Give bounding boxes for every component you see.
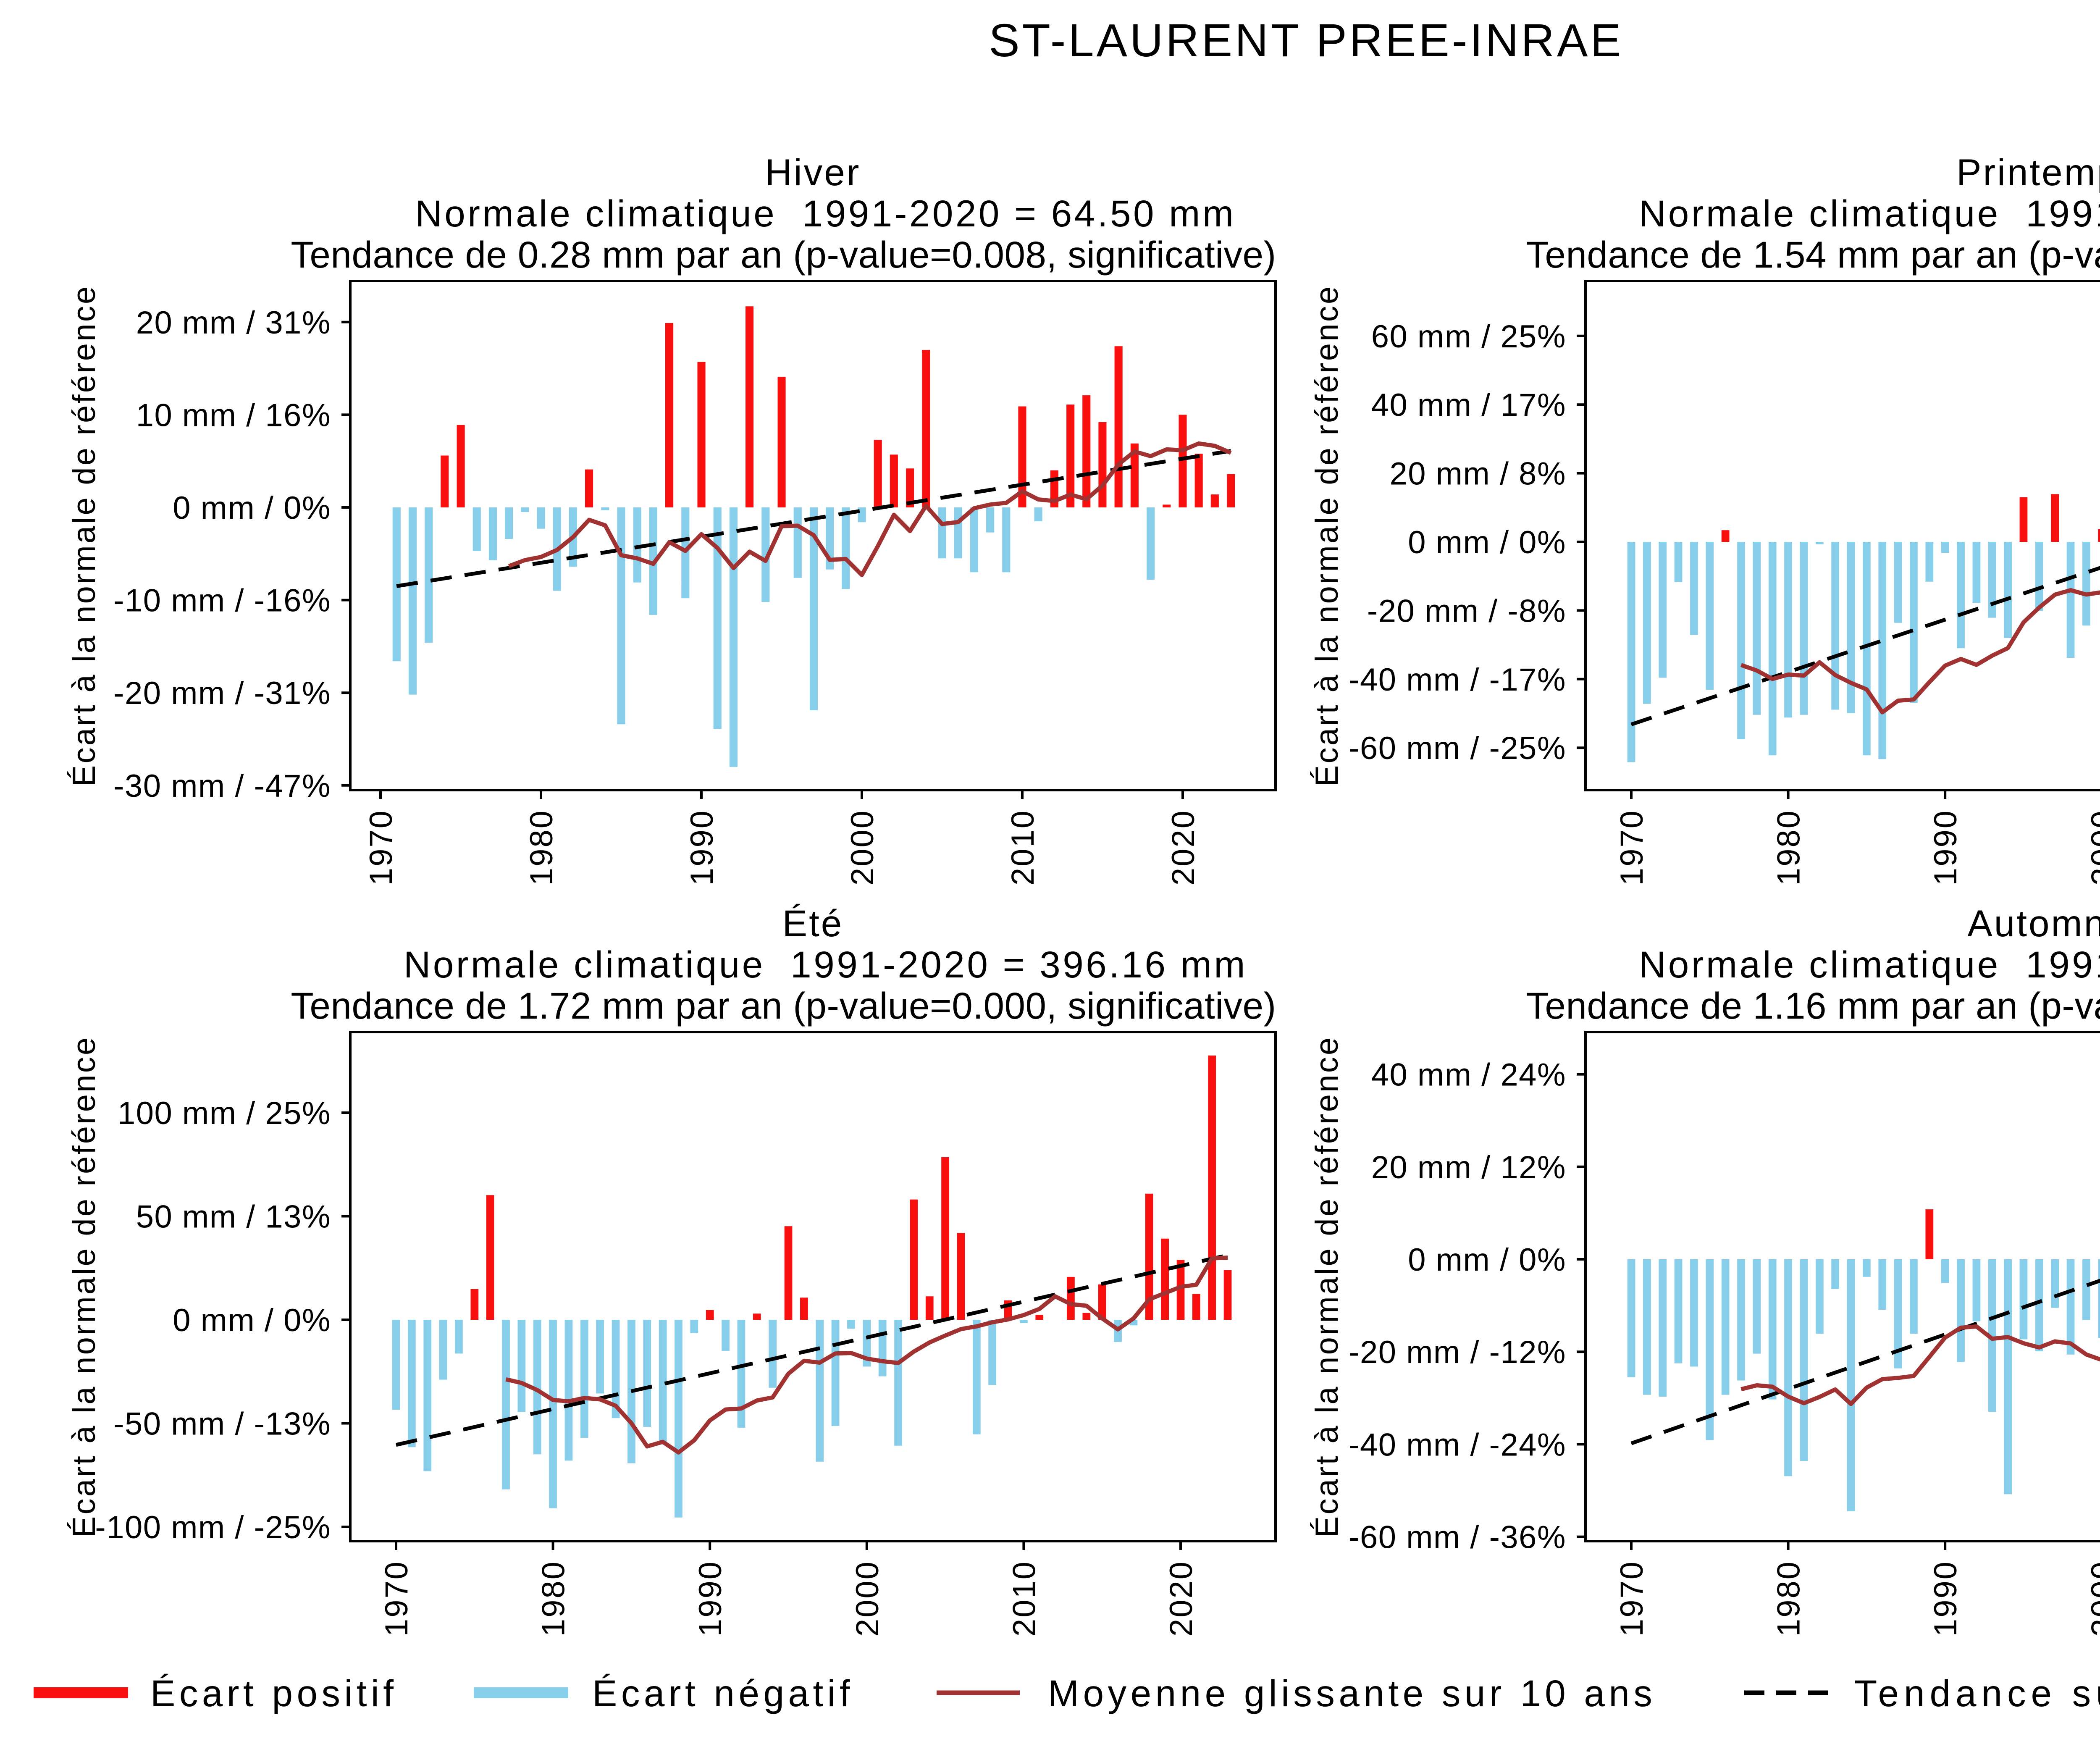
svg-text:Tendance sur toutes les donnée: Tendance sur toutes les données — [1854, 1672, 2100, 1714]
svg-text:-40 mm / -17%: -40 mm / -17% — [1349, 662, 1566, 698]
svg-text:1990: 1990 — [1928, 809, 1964, 885]
svg-text:1980: 1980 — [1771, 1560, 1807, 1636]
svg-text:0 mm / 0%: 0 mm / 0% — [173, 1303, 331, 1338]
svg-text:2010: 2010 — [1006, 1560, 1042, 1636]
svg-text:2020: 2020 — [1166, 809, 1201, 885]
svg-text:1970: 1970 — [363, 809, 399, 885]
svg-text:Écart à la normale de référenc: Écart à la normale de référence — [66, 285, 102, 787]
svg-text:-60 mm / -36%: -60 mm / -36% — [1349, 1520, 1566, 1555]
svg-text:Écart négatif: Écart négatif — [592, 1672, 854, 1714]
svg-text:1990: 1990 — [693, 1560, 728, 1636]
svg-text:0 mm / 0%: 0 mm / 0% — [173, 490, 331, 526]
svg-text:Moyenne glissante sur 10 ans: Moyenne glissante sur 10 ans — [1048, 1672, 1656, 1714]
svg-text:1970: 1970 — [379, 1560, 415, 1636]
svg-text:50 mm / 13%: 50 mm / 13% — [136, 1199, 331, 1235]
svg-text:Normale climatique 1991-2020: Normale climatique 1991-2020 = 241.27 mm — [1639, 192, 2100, 234]
svg-text:Hiver: Hiver — [765, 151, 861, 193]
svg-text:40 mm / 17%: 40 mm / 17% — [1371, 387, 1566, 423]
svg-text:-10 mm / -16%: -10 mm / -16% — [113, 583, 331, 619]
svg-text:100 mm / 25%: 100 mm / 25% — [118, 1095, 331, 1131]
svg-text:-20 mm / -8%: -20 mm / -8% — [1367, 593, 1566, 629]
svg-text:Écart positif: Écart positif — [150, 1672, 397, 1714]
svg-text:-50 mm / -13%: -50 mm / -13% — [113, 1406, 331, 1442]
svg-text:Printemps: Printemps — [1956, 151, 2100, 193]
svg-text:2000: 2000 — [2085, 1560, 2100, 1636]
svg-text:Écart à la normale de référenc: Écart à la normale de référence — [1309, 285, 1345, 787]
svg-text:2010: 2010 — [1005, 809, 1041, 885]
svg-text:2000: 2000 — [2085, 809, 2100, 885]
svg-text:Tendance de 1.72 mm par an (p-: Tendance de 1.72 mm par an (p-value=0.00… — [291, 985, 1276, 1027]
svg-text:1980: 1980 — [524, 809, 559, 885]
svg-text:1970: 1970 — [1614, 1560, 1650, 1636]
svg-text:0 mm / 0%: 0 mm / 0% — [1408, 525, 1566, 560]
svg-text:Automne: Automne — [1967, 902, 2100, 944]
svg-text:20 mm / 31%: 20 mm / 31% — [136, 305, 331, 341]
svg-text:1990: 1990 — [684, 809, 720, 885]
svg-text:-100 mm / -25%: -100 mm / -25% — [95, 1510, 331, 1545]
svg-text:1990: 1990 — [1928, 1560, 1964, 1636]
svg-text:Tendance de 0.28 mm par an (p-: Tendance de 0.28 mm par an (p-value=0.00… — [291, 234, 1276, 276]
svg-text:1980: 1980 — [1771, 809, 1807, 885]
svg-text:-30 mm / -47%: -30 mm / -47% — [113, 768, 331, 804]
svg-text:10 mm / 16%: 10 mm / 16% — [136, 397, 331, 433]
svg-text:Tendance de 1.54 mm par an (p-: Tendance de 1.54 mm par an (p-value=0.00… — [1526, 234, 2100, 276]
svg-text:40 mm / 24%: 40 mm / 24% — [1371, 1057, 1566, 1093]
svg-text:-20 mm / -12%: -20 mm / -12% — [1349, 1334, 1566, 1370]
svg-text:1980: 1980 — [536, 1560, 572, 1636]
svg-text:2020: 2020 — [1163, 1560, 1199, 1636]
svg-text:Écart à la normale de référenc: Écart à la normale de référence — [1309, 1036, 1345, 1538]
svg-text:-60 mm / -25%: -60 mm / -25% — [1349, 730, 1566, 766]
svg-text:Normale climatique 1991-2020: Normale climatique 1991-2020 = 64.50 mm — [415, 192, 1236, 234]
svg-text:2000: 2000 — [850, 1560, 885, 1636]
svg-text:-20 mm / -31%: -20 mm / -31% — [113, 675, 331, 711]
svg-text:ST-LAURENT PREE-INRAE: ST-LAURENT PREE-INRAE — [989, 15, 1623, 66]
svg-text:20 mm / 12%: 20 mm / 12% — [1371, 1150, 1566, 1185]
svg-text:Été: Été — [782, 902, 844, 944]
svg-text:Normale climatique 1991-2020: Normale climatique 1991-2020 = 396.16 mm — [404, 943, 1247, 985]
svg-text:0 mm / 0%: 0 mm / 0% — [1408, 1242, 1566, 1278]
svg-text:Tendance de 1.16 mm par an (p-: Tendance de 1.16 mm par an (p-value=0.00… — [1526, 985, 2100, 1027]
svg-text:60 mm / 25%: 60 mm / 25% — [1371, 319, 1566, 355]
svg-text:Normale climatique 1991-2020: Normale climatique 1991-2020 = 167.19 mm — [1639, 943, 2100, 985]
svg-text:Écart à la normale de référenc: Écart à la normale de référence — [66, 1036, 102, 1538]
svg-text:20 mm / 8%: 20 mm / 8% — [1390, 456, 1566, 492]
svg-text:-40 mm / -24%: -40 mm / -24% — [1349, 1427, 1566, 1463]
svg-text:1970: 1970 — [1614, 809, 1650, 885]
svg-text:2000: 2000 — [845, 809, 880, 885]
